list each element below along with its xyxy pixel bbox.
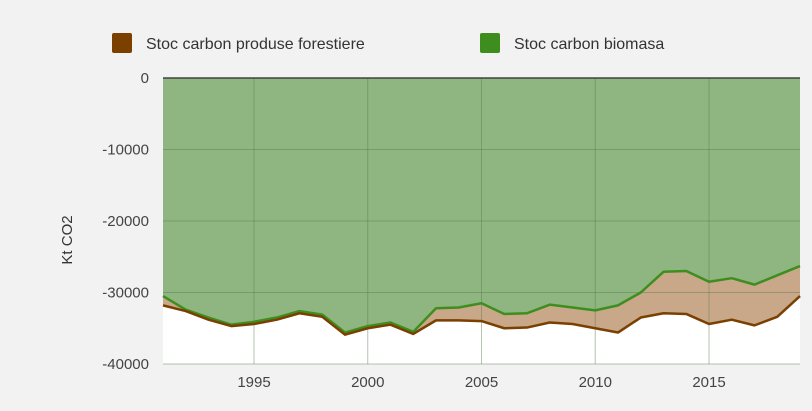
series-lines [162, 264, 801, 336]
y-tick-label: 0 [141, 70, 149, 87]
x-tick-label: 2010 [579, 374, 612, 391]
area-biomasa [163, 78, 800, 333]
line-biomasa [162, 264, 801, 334]
line-produse-forestiere [162, 295, 801, 336]
x-axis-ticks: 1995 2000 2005 2010 2015 [237, 374, 725, 391]
x-tick-label: 1995 [237, 374, 270, 391]
legend-swatch-produse-forestiere [112, 33, 132, 53]
y-axis-ticks: 0 -10000 -20000 -30000 -40000 [102, 70, 149, 373]
y-tick-label: -10000 [102, 142, 149, 159]
legend-label-produse-forestiere: Stoc carbon produse forestiere [146, 36, 365, 53]
x-tick-label: 2005 [465, 374, 498, 391]
legend-swatch-biomasa [480, 33, 500, 53]
legend-label-biomasa: Stoc carbon biomasa [514, 36, 664, 53]
x-tick-label: 2015 [692, 374, 725, 391]
x-tick-label: 2000 [351, 374, 384, 391]
y-tick-label: -20000 [102, 213, 149, 230]
y-tick-label: -40000 [102, 356, 149, 373]
y-axis-title: Kt CO2 [59, 215, 76, 264]
y-tick-label: -30000 [102, 285, 149, 302]
legend: Stoc carbon produse forestiere Stoc carb… [112, 33, 664, 53]
gridlines [163, 77, 800, 365]
